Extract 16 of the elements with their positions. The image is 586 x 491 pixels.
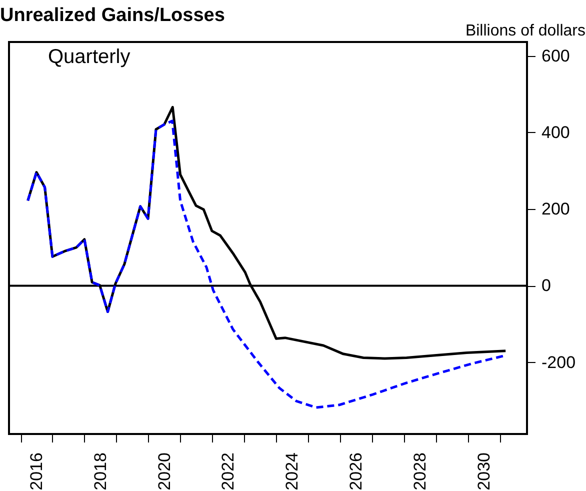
y-axis-title: Billions of dollars bbox=[465, 22, 586, 40]
annotation: Quarterly bbox=[48, 46, 130, 68]
x-tick-label: 2016 bbox=[26, 452, 46, 490]
y-tick-label: -200 bbox=[542, 352, 576, 372]
x-tick-label: 2028 bbox=[410, 452, 430, 490]
chart-title: Unrealized Gains/Losses bbox=[0, 5, 225, 26]
y-tick-label: 600 bbox=[542, 46, 570, 66]
x-tick-label: 2030 bbox=[474, 452, 494, 490]
y-tick-label: 0 bbox=[542, 276, 551, 296]
x-tick-label: 2022 bbox=[218, 452, 238, 490]
y-tick-label: 400 bbox=[542, 122, 570, 142]
x-tick-label: 2024 bbox=[282, 452, 302, 490]
y-tick-label: 200 bbox=[542, 200, 570, 219]
x-tick-label: 2020 bbox=[154, 452, 174, 490]
x-tick-label: 2018 bbox=[90, 452, 110, 490]
x-tick-label: 2026 bbox=[346, 452, 366, 490]
